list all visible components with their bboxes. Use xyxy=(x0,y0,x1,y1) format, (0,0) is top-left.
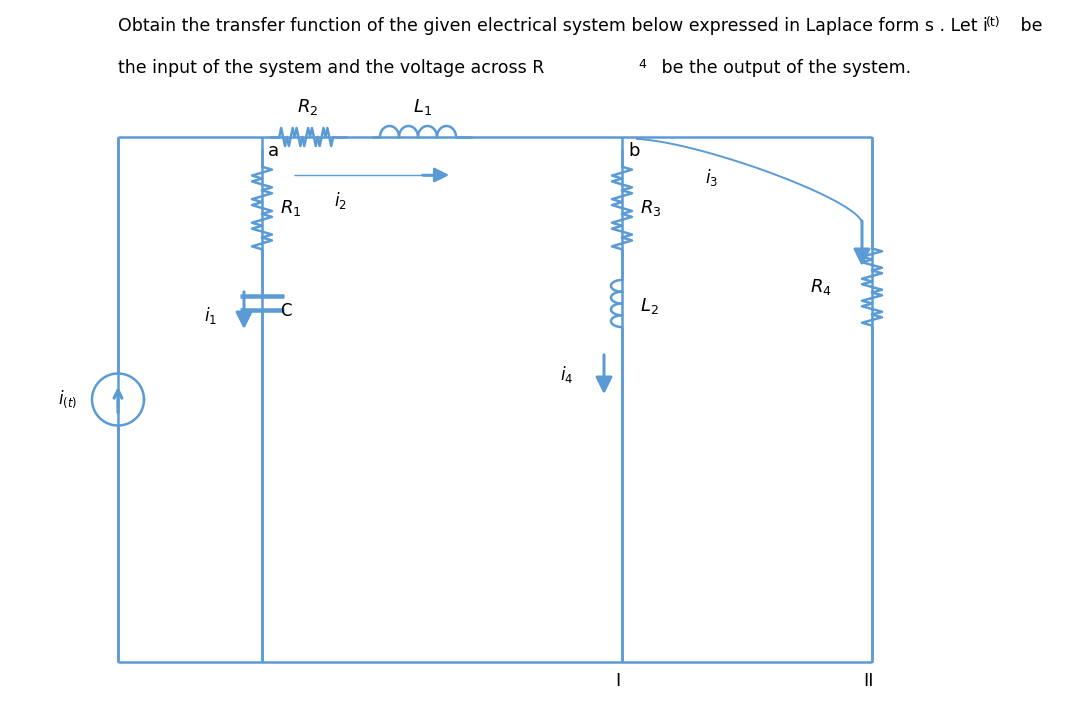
Text: I: I xyxy=(616,672,621,690)
Text: $i_{(t)}$: $i_{(t)}$ xyxy=(58,388,78,410)
Text: be the output of the system.: be the output of the system. xyxy=(656,59,912,77)
Text: $i_3$: $i_3$ xyxy=(705,167,718,188)
Text: $L_1$: $L_1$ xyxy=(413,97,431,117)
Text: 4: 4 xyxy=(638,58,646,71)
Text: $L_2$: $L_2$ xyxy=(640,296,659,316)
Text: $i_4$: $i_4$ xyxy=(561,364,573,385)
Text: $i_2$: $i_2$ xyxy=(334,190,347,211)
Text: C: C xyxy=(280,302,292,320)
Text: (t): (t) xyxy=(986,16,1001,29)
Text: II: II xyxy=(863,672,874,690)
Text: Obtain the transfer function of the given electrical system below expressed in L: Obtain the transfer function of the give… xyxy=(118,17,988,35)
Text: a: a xyxy=(268,142,279,160)
Text: $R_1$: $R_1$ xyxy=(280,198,301,218)
Text: b: b xyxy=(627,142,639,160)
Text: the input of the system and the voltage across R: the input of the system and the voltage … xyxy=(118,59,544,77)
Text: $R_2$: $R_2$ xyxy=(297,97,319,117)
Text: be: be xyxy=(1015,17,1042,35)
Text: $R_3$: $R_3$ xyxy=(640,198,661,218)
Text: $R_4$: $R_4$ xyxy=(810,277,832,297)
Text: $i_1$: $i_1$ xyxy=(203,305,216,326)
